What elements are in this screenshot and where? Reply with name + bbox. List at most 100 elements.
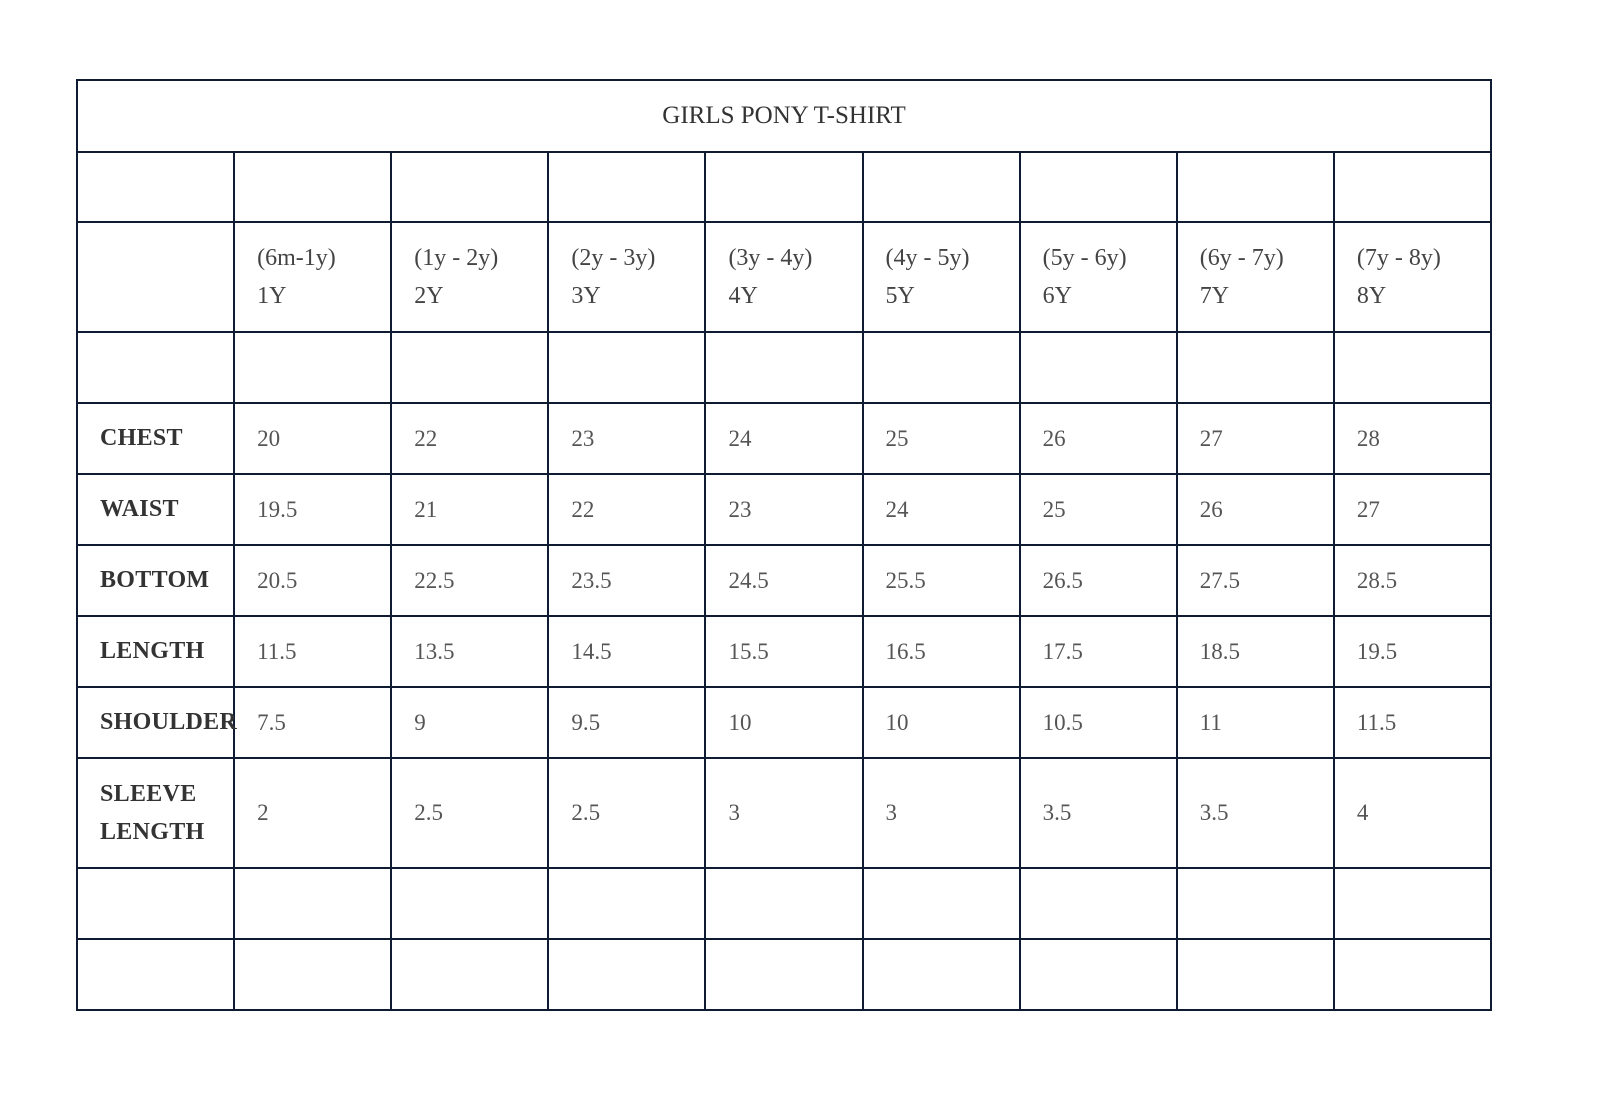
- empty-cell: [390, 331, 550, 404]
- measurement-value: 13.5: [390, 615, 550, 688]
- empty-cell: [233, 151, 393, 223]
- measurement-value: 20.5: [233, 544, 393, 617]
- size-header-cell: (6m-1y) 1Y: [233, 221, 393, 333]
- size-header-cell: (4y - 5y) 5Y: [861, 221, 1021, 333]
- empty-cell: [704, 151, 864, 223]
- size-header-cell: (5y - 6y) 6Y: [1018, 221, 1178, 333]
- empty-row: [75, 867, 1493, 940]
- measurement-value: 22: [390, 402, 550, 475]
- size-label: 5Y: [885, 283, 915, 309]
- measurement-value: 19.5: [233, 473, 393, 546]
- label-line: SLEEVE: [100, 781, 197, 807]
- measurement-value: 10.5: [1018, 686, 1178, 759]
- measurement-value: 26: [1175, 473, 1335, 546]
- measurement-value: 23.5: [547, 544, 707, 617]
- measurement-value: 26.5: [1018, 544, 1178, 617]
- measurement-value: 24: [861, 473, 1021, 546]
- measurement-value: 24.5: [704, 544, 864, 617]
- empty-cell: [1332, 151, 1493, 223]
- measurement-value: 7.5: [233, 686, 393, 759]
- age-range: (5y - 6y): [1042, 245, 1127, 271]
- age-range: (6y - 7y): [1199, 245, 1284, 271]
- measurement-value: 11: [1175, 686, 1335, 759]
- measurement-label: WAIST: [75, 473, 236, 546]
- measurement-value: 11.5: [233, 615, 393, 688]
- measurement-value: 3: [704, 757, 864, 869]
- measurement-label: SHOULDER: [75, 686, 237, 759]
- age-range: (7y - 8y): [1356, 245, 1441, 271]
- measurement-value: 11.5: [1332, 686, 1493, 759]
- size-label: 1Y: [257, 283, 287, 309]
- empty-cell: [1332, 331, 1493, 404]
- age-range: (3y - 4y): [728, 245, 813, 271]
- empty-cell: [861, 938, 1021, 1011]
- table-title: GIRLS PONY T-SHIRT: [76, 79, 1492, 153]
- empty-cell: [1175, 151, 1335, 223]
- empty-cell: [704, 331, 864, 404]
- empty-cell: [704, 938, 864, 1011]
- empty-row: [75, 151, 1493, 223]
- measurement-value: 26: [1018, 402, 1178, 475]
- empty-cell: [1018, 331, 1178, 404]
- measurement-label: CHEST: [75, 402, 236, 475]
- empty-cell: [1018, 867, 1178, 940]
- size-header-cell: (7y - 8y) 8Y: [1332, 221, 1493, 333]
- empty-cell: [861, 151, 1021, 223]
- measurement-value: 25: [1018, 473, 1178, 546]
- measurement-row: LENGTH 11.5 13.5 14.5 15.5 16.5 17.5 18.5 19.5: [75, 615, 1493, 688]
- empty-cell: [75, 221, 236, 333]
- size-label: 7Y: [1199, 283, 1230, 309]
- measurement-value: 3.5: [1018, 757, 1178, 869]
- size-label: 8Y: [1356, 283, 1387, 309]
- empty-cell: [547, 867, 707, 940]
- measurement-value: 2.5: [547, 757, 707, 869]
- empty-cell: [861, 331, 1021, 404]
- empty-cell: [233, 867, 393, 940]
- measurement-value: 23: [704, 473, 864, 546]
- measurement-row: BOTTOM 20.5 22.5 23.5 24.5 25.5 26.5 27.5 28.5: [75, 544, 1493, 617]
- measurement-row: CHEST 20 22 23 24 25 26 27 28: [75, 402, 1493, 475]
- measurement-value: 18.5: [1175, 615, 1335, 688]
- measurement-value: 15.5: [704, 615, 864, 688]
- measurement-label: SLEEVE LENGTH: [75, 757, 236, 869]
- empty-cell: [547, 938, 707, 1011]
- measurement-row: SHOULDER 7.5 9 9.5 10 10 10.5 11 11.5: [75, 686, 1493, 759]
- empty-cell: [75, 151, 236, 223]
- measurement-value: 24: [704, 402, 864, 475]
- empty-cell: [547, 151, 707, 223]
- empty-cell: [1175, 867, 1335, 940]
- size-chart-table: GIRLS PONY T-SHIRT (6m-1y) 1Y (1y - 2y) 2Y(…: [75, 79, 1493, 1011]
- measurement-value: 27.5: [1175, 544, 1335, 617]
- measurement-value: 19.5: [1332, 615, 1493, 688]
- size-label: 4Y: [728, 283, 758, 309]
- empty-cell: [75, 867, 236, 940]
- empty-cell: [704, 867, 864, 940]
- measurement-label: BOTTOM: [75, 544, 236, 617]
- measurement-row: SLEEVE LENGTH 2 2.5 2.5 3 3 3.5 3.5 4: [75, 757, 1493, 869]
- measurement-value: 16.5: [861, 615, 1021, 688]
- measurement-value: 28.5: [1332, 544, 1493, 617]
- empty-cell: [1332, 867, 1493, 940]
- age-range: (4y - 5y): [885, 245, 970, 271]
- empty-cell: [547, 331, 707, 404]
- size-header-cell: (3y - 4y) 4Y: [704, 221, 864, 333]
- age-range: (1y - 2y): [414, 245, 499, 271]
- measurement-value: 2.5: [390, 757, 550, 869]
- measurement-value: 27: [1332, 473, 1493, 546]
- empty-cell: [1018, 151, 1178, 223]
- size-label: 3Y: [571, 283, 601, 309]
- measurement-value: 25: [861, 402, 1021, 475]
- measurement-value: 4: [1332, 757, 1493, 869]
- empty-cell: [233, 938, 393, 1011]
- empty-cell: [1175, 331, 1335, 404]
- size-label: 2Y: [414, 283, 444, 309]
- empty-cell: [75, 331, 236, 404]
- empty-cell: [390, 867, 550, 940]
- size-header-cell: (1y - 2y) 2Y: [390, 221, 550, 333]
- size-header-row: (6m-1y) 1Y (1y - 2y) 2Y (2y - 3y) 3Y (3y - 4y)…: [75, 221, 1493, 333]
- empty-cell: [1175, 938, 1335, 1011]
- empty-cell: [233, 331, 393, 404]
- measurement-value: 9.5: [547, 686, 707, 759]
- measurement-value: 22: [547, 473, 707, 546]
- label-line: LENGTH: [100, 819, 205, 845]
